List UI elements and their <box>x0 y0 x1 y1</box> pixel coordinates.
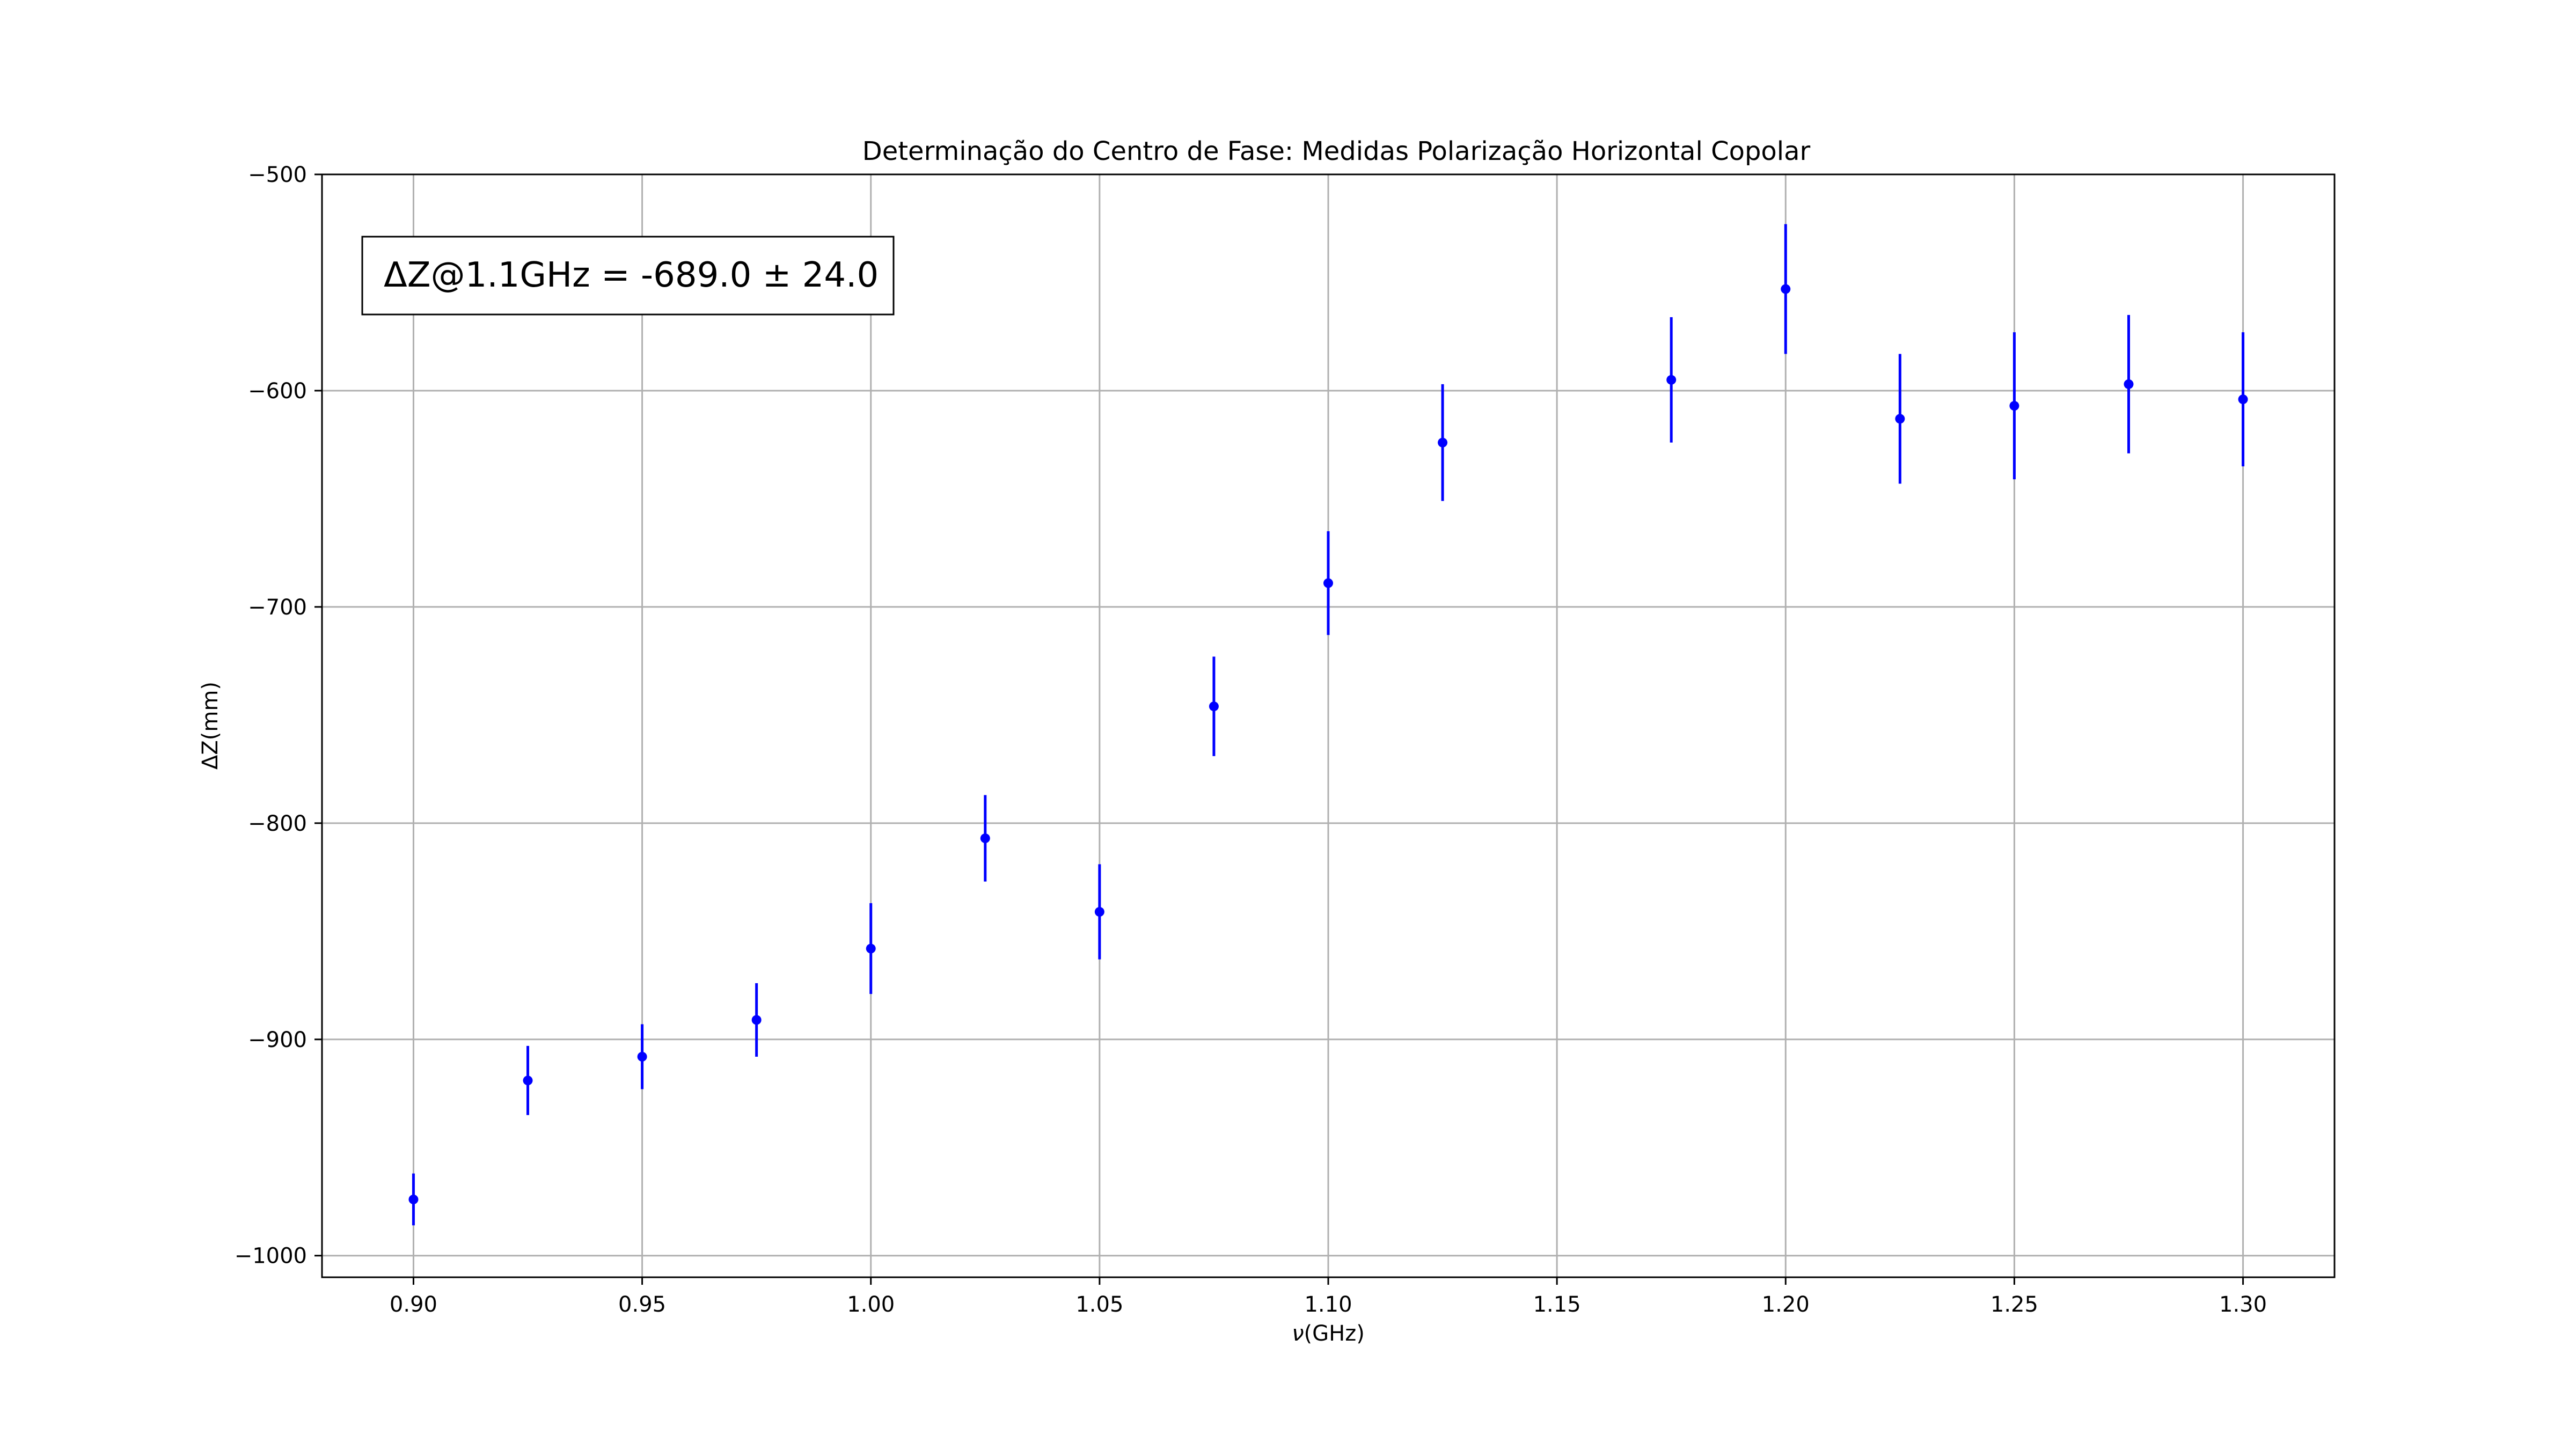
annotation-symbol: ΔZ <box>384 255 431 295</box>
x-tick-label: 1.20 <box>1762 1292 1810 1317</box>
x-axis-label-symbol: ν <box>1292 1321 1304 1346</box>
data-point <box>637 1052 647 1062</box>
x-tick-label: 1.05 <box>1075 1292 1123 1317</box>
data-point <box>2238 394 2248 405</box>
data-point <box>408 1194 419 1204</box>
y-axis-ticks: −500 −600 −700 −800 −900 −1000 <box>235 163 322 1269</box>
chart-title: Determinação do Centro de Fase: Medidas … <box>862 136 1811 166</box>
data-point <box>1209 701 1219 712</box>
annotation-text: ΔZ@1.1GHz = -689.0 ± 24.0 <box>384 255 879 295</box>
y-axis-label-unit: (mm) <box>198 682 223 740</box>
data-point <box>1666 375 1677 385</box>
data-point <box>523 1075 533 1086</box>
x-tick-label: 1.00 <box>847 1292 895 1317</box>
data-point <box>2009 401 2019 411</box>
y-tick-label: −1000 <box>235 1244 307 1269</box>
data-point <box>1094 907 1104 917</box>
x-axis-label-unit: (GHz) <box>1304 1321 1365 1346</box>
y-tick-label: −600 <box>248 379 307 404</box>
x-tick-label: 1.10 <box>1304 1292 1352 1317</box>
x-tick-label: 0.95 <box>618 1292 666 1317</box>
annotation-value: @1.1GHz = -689.0 ± 24.0 <box>431 255 879 295</box>
y-axis-label: ΔZ(mm) <box>198 682 223 770</box>
x-tick-label: 1.30 <box>2219 1292 2267 1317</box>
y-axis-label-symbol: ΔZ <box>198 740 223 770</box>
data-point <box>1895 414 1905 424</box>
x-tick-label: 1.15 <box>1533 1292 1581 1317</box>
y-tick-label: −900 <box>248 1028 307 1052</box>
data-point <box>1323 578 1333 588</box>
annotation-box <box>361 236 895 316</box>
x-axis-label: ν(GHz) <box>1292 1321 1365 1346</box>
y-tick-label: −700 <box>248 595 307 620</box>
x-tick-label: 0.90 <box>390 1292 437 1317</box>
data-point <box>980 833 990 844</box>
data-points <box>408 284 2248 1204</box>
data-point <box>751 1015 762 1025</box>
x-tick-label: 1.25 <box>1990 1292 2038 1317</box>
y-tick-label: −800 <box>248 811 307 836</box>
data-point <box>2124 379 2134 389</box>
data-point <box>1438 437 1448 448</box>
data-point <box>1781 284 1791 294</box>
x-axis-ticks: 0.90 0.95 1.00 1.05 1.10 1.15 1.20 1.25 1.30 <box>390 1277 2267 1317</box>
y-tick-label: −500 <box>248 163 307 187</box>
data-point <box>866 943 876 954</box>
